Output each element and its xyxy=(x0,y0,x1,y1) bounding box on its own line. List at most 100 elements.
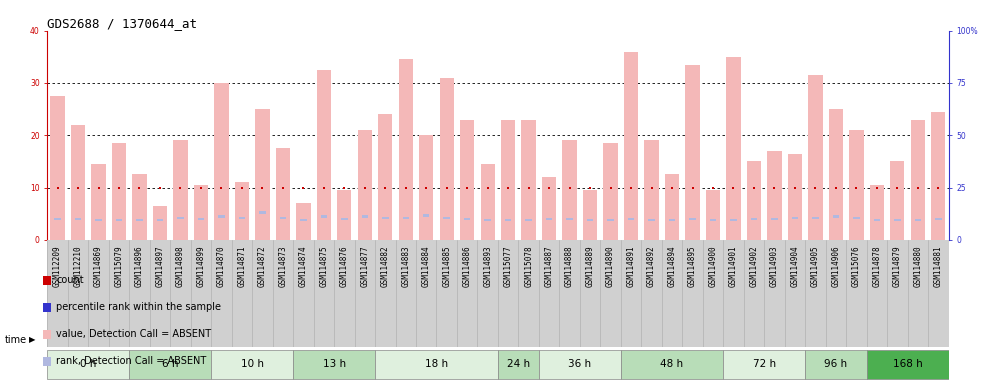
Text: GSM114895: GSM114895 xyxy=(688,245,697,287)
Bar xyxy=(402,217,409,219)
Text: ▶: ▶ xyxy=(29,335,35,344)
Bar xyxy=(211,349,293,379)
Bar xyxy=(628,218,634,220)
Text: 10 h: 10 h xyxy=(241,359,263,369)
Bar xyxy=(300,218,307,221)
Bar xyxy=(337,190,351,240)
Text: GSM114904: GSM114904 xyxy=(791,245,800,287)
Text: GSM115077: GSM115077 xyxy=(504,245,513,287)
Text: GSM114897: GSM114897 xyxy=(156,245,165,287)
Text: GSM114872: GSM114872 xyxy=(258,245,267,287)
Bar xyxy=(75,218,81,220)
Text: GSM112210: GSM112210 xyxy=(74,245,83,287)
Bar xyxy=(214,83,229,240)
Bar xyxy=(296,203,311,240)
Bar xyxy=(526,218,531,221)
Bar xyxy=(645,141,659,240)
Text: GSM114886: GSM114886 xyxy=(462,245,471,287)
Text: GSM114880: GSM114880 xyxy=(913,245,922,287)
Bar xyxy=(607,218,614,221)
Bar xyxy=(174,141,187,240)
Text: GSM114887: GSM114887 xyxy=(544,245,553,287)
Bar xyxy=(480,164,495,240)
Bar xyxy=(894,218,900,221)
Text: 24 h: 24 h xyxy=(507,359,529,369)
Text: 168 h: 168 h xyxy=(892,359,923,369)
Text: GSM114877: GSM114877 xyxy=(360,245,370,287)
Bar xyxy=(771,218,778,220)
Bar xyxy=(809,75,822,240)
Bar xyxy=(621,349,723,379)
Bar xyxy=(685,65,700,240)
Bar xyxy=(293,349,375,379)
Bar xyxy=(931,112,946,240)
Bar xyxy=(566,218,573,220)
Bar xyxy=(129,349,211,379)
Text: percentile rank within the sample: percentile rank within the sample xyxy=(56,302,221,312)
Text: GSM114881: GSM114881 xyxy=(934,245,943,287)
Bar xyxy=(539,349,621,379)
Text: GSM114870: GSM114870 xyxy=(217,245,226,287)
Bar xyxy=(624,51,638,240)
Text: GSM114889: GSM114889 xyxy=(586,245,595,287)
Text: 36 h: 36 h xyxy=(568,359,592,369)
Bar xyxy=(750,218,757,220)
Text: 18 h: 18 h xyxy=(425,359,448,369)
Text: 0 h: 0 h xyxy=(80,359,97,369)
Text: GDS2688 / 1370644_at: GDS2688 / 1370644_at xyxy=(47,17,197,30)
Bar xyxy=(378,114,392,240)
Bar xyxy=(498,349,539,379)
Text: GSM114884: GSM114884 xyxy=(422,245,431,287)
Text: GSM114882: GSM114882 xyxy=(381,245,389,287)
Bar xyxy=(935,218,942,220)
Text: 48 h: 48 h xyxy=(661,359,683,369)
Bar xyxy=(280,217,286,219)
Bar xyxy=(198,218,204,220)
Bar xyxy=(47,349,129,379)
Bar xyxy=(849,130,864,240)
Text: GSM114869: GSM114869 xyxy=(94,245,103,287)
Text: time: time xyxy=(5,335,27,345)
Text: rank, Detection Call = ABSENT: rank, Detection Call = ABSENT xyxy=(56,356,206,366)
Bar xyxy=(419,135,434,240)
Text: GSM114878: GSM114878 xyxy=(873,245,881,287)
Bar xyxy=(853,217,860,219)
Bar xyxy=(874,218,880,221)
Bar xyxy=(375,349,498,379)
Bar xyxy=(96,218,102,221)
Text: GSM112209: GSM112209 xyxy=(53,245,62,287)
Text: GSM114888: GSM114888 xyxy=(565,245,574,287)
Text: count: count xyxy=(56,275,84,285)
Text: GSM114902: GSM114902 xyxy=(749,245,758,287)
Bar xyxy=(276,148,290,240)
Bar xyxy=(669,218,675,221)
Text: 72 h: 72 h xyxy=(752,359,776,369)
Text: value, Detection Call = ABSENT: value, Detection Call = ABSENT xyxy=(56,329,211,339)
Bar xyxy=(867,349,949,379)
Bar xyxy=(792,217,798,219)
Bar xyxy=(890,161,904,240)
Text: GSM114898: GSM114898 xyxy=(176,245,185,287)
Bar xyxy=(132,174,147,240)
Bar xyxy=(423,214,430,217)
Bar xyxy=(587,218,594,221)
Text: GSM114893: GSM114893 xyxy=(483,245,492,287)
Bar xyxy=(828,109,843,240)
Bar xyxy=(464,218,470,220)
Bar xyxy=(522,119,535,240)
Bar xyxy=(317,70,331,240)
Bar xyxy=(136,218,143,221)
Bar xyxy=(710,218,716,221)
Bar xyxy=(362,215,368,218)
Bar xyxy=(54,218,61,220)
Text: GSM114906: GSM114906 xyxy=(831,245,840,287)
Bar xyxy=(115,218,122,221)
Bar xyxy=(870,185,884,240)
Bar xyxy=(603,143,618,240)
Bar xyxy=(235,182,249,240)
Text: GSM114905: GSM114905 xyxy=(810,245,820,287)
Bar xyxy=(358,130,372,240)
Bar xyxy=(723,349,806,379)
Bar xyxy=(727,57,740,240)
Text: GSM114874: GSM114874 xyxy=(299,245,308,287)
